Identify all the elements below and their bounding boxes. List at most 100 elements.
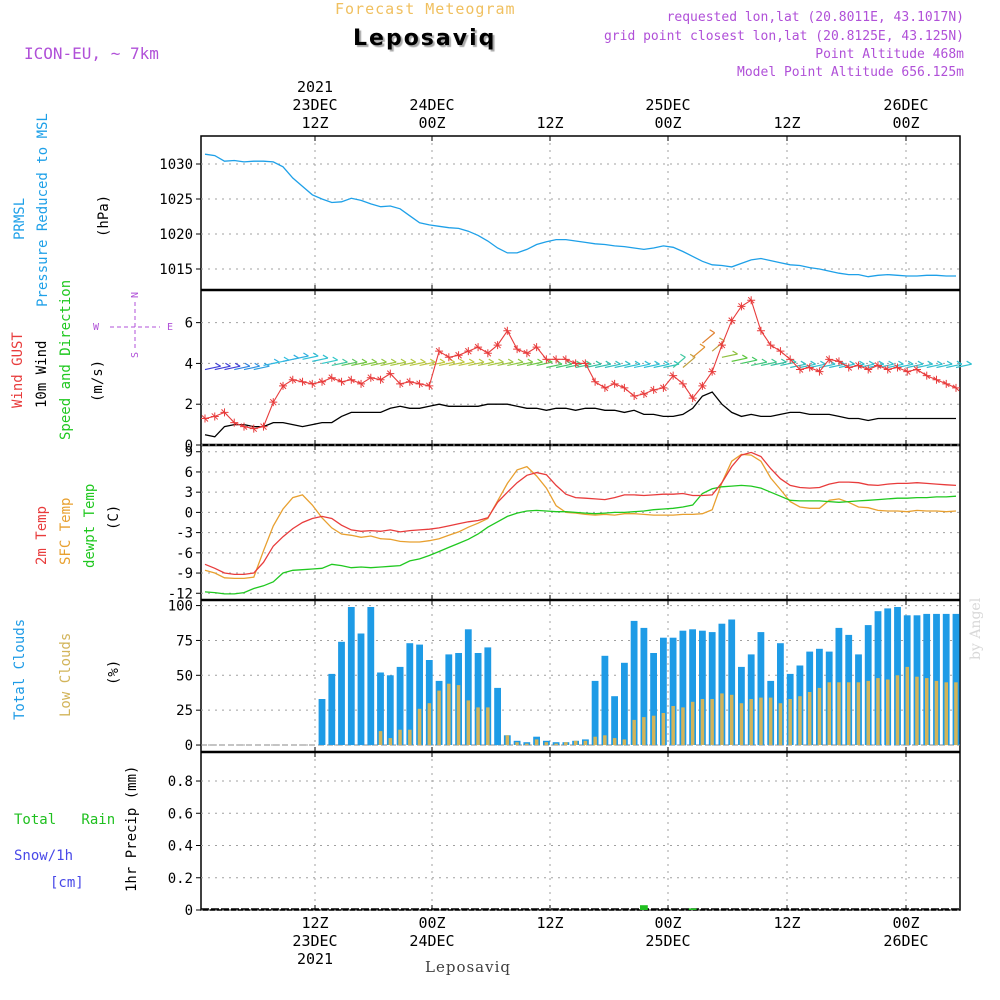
gust-marker xyxy=(474,343,483,352)
prmsl-desc-label: Pressure Reduced to MSL xyxy=(35,113,51,307)
bottom-time-label: 00Z xyxy=(892,914,919,932)
wind-arrow xyxy=(819,363,836,369)
gust-marker xyxy=(571,359,580,368)
total-cloud-bar xyxy=(757,632,765,746)
gust-marker xyxy=(912,365,921,374)
wind-arrow xyxy=(409,361,426,367)
total-clouds-label: Total Clouds xyxy=(12,619,28,720)
wind-arrow-head xyxy=(810,360,816,365)
wind-arrow-head xyxy=(888,360,894,365)
gust-marker xyxy=(795,365,804,374)
gust-marker xyxy=(903,367,912,376)
low-cloud-bar xyxy=(876,678,880,745)
temp-panel-labels: 2m Temp SFC Temp dewpt Temp (C) xyxy=(34,484,122,568)
total-cloud-bar xyxy=(777,643,784,745)
wind-arrow xyxy=(926,363,943,369)
wind-arrow xyxy=(790,363,806,369)
wind-arrow xyxy=(429,361,446,367)
gust-marker xyxy=(766,341,775,350)
total-cloud-bar xyxy=(328,673,336,745)
low-cloud-bar xyxy=(710,699,714,745)
wind-arrow xyxy=(477,361,494,367)
low-cloud-bar xyxy=(456,685,461,746)
wind-arrow xyxy=(536,361,553,367)
wind-arrow xyxy=(419,361,436,367)
rain-bar xyxy=(688,908,697,910)
wind-arrow-head xyxy=(680,353,686,358)
wind-arrow-head xyxy=(859,360,865,365)
pressure-series xyxy=(204,153,956,278)
wind-arrow-head xyxy=(800,360,807,365)
gust-marker xyxy=(396,379,405,388)
gust-marker xyxy=(922,371,931,380)
low-cloud-bar xyxy=(690,701,695,745)
low-cloud-bar xyxy=(934,680,939,745)
gust-marker xyxy=(717,341,726,350)
gust-marker xyxy=(435,347,444,356)
total-cloud-bar xyxy=(640,627,648,745)
gust-marker xyxy=(532,343,541,352)
wind-arrow xyxy=(243,365,260,371)
wind-arrow xyxy=(292,355,309,360)
dewpt-line xyxy=(204,484,957,595)
gust-marker xyxy=(220,408,229,417)
gust-marker xyxy=(834,357,843,366)
sfc-temp-line xyxy=(204,453,957,580)
wind-arrow-head xyxy=(634,360,641,365)
wind-arrow-head xyxy=(439,358,446,363)
total-cloud-bar xyxy=(494,687,501,746)
low-cloud-bar xyxy=(856,682,861,746)
gust-marker xyxy=(854,361,863,370)
wind-arrow xyxy=(916,363,933,369)
wind-arrow xyxy=(946,363,963,369)
low-cloud-bar xyxy=(583,740,588,745)
low-cloud-bar xyxy=(417,708,422,746)
cloud-unit-label: (%) xyxy=(106,660,122,685)
wind-arrow xyxy=(497,361,514,367)
wind-arrow xyxy=(487,361,504,367)
gust-marker xyxy=(318,377,327,386)
wind-panel-labels: Wind GUST 10m Wind Speed and Direction (… xyxy=(10,280,106,440)
gust-marker xyxy=(873,361,882,370)
wind-arrow-head xyxy=(254,362,260,367)
snow-unit-label: [cm] xyxy=(50,875,84,891)
gust-marker xyxy=(552,355,561,364)
wind-arrow-head xyxy=(966,360,972,365)
low-cloud-bar xyxy=(505,735,510,746)
wind-arrow-head xyxy=(273,358,280,363)
y-tick-label: 0 xyxy=(185,903,193,919)
low-cloud-bar xyxy=(408,729,412,745)
top-time-label: 12Z xyxy=(301,114,328,132)
wind-arrow xyxy=(760,361,777,367)
snow-label: Snow/1h xyxy=(14,848,73,864)
wind-arrow-head xyxy=(410,358,417,363)
low-cloud-bar xyxy=(642,717,646,745)
low-cloud-bar xyxy=(915,676,919,745)
wind-arrow xyxy=(692,346,706,358)
wind-arrow xyxy=(682,356,696,368)
y-tick-label: -3 xyxy=(176,526,193,542)
top-time-label: 12Z xyxy=(773,114,800,132)
gust-marker xyxy=(630,392,639,401)
low-cloud-bar xyxy=(798,696,802,745)
bottom-time-label: 12Z xyxy=(773,914,800,932)
y-tick-label: 9 xyxy=(185,445,193,461)
wind-arrow xyxy=(565,363,582,369)
total-cloud-bar xyxy=(689,629,696,745)
y-tick-label: 25 xyxy=(176,703,193,719)
wind-arrow xyxy=(614,363,631,369)
total-cloud-bar xyxy=(933,613,940,745)
gust-marker xyxy=(932,375,941,384)
meteogram-title: Forecast Meteogram xyxy=(335,0,516,18)
wind-arrow-head xyxy=(761,358,768,363)
gust-marker xyxy=(776,347,785,356)
wind-arrow xyxy=(448,361,465,367)
low-cloud-bar xyxy=(788,699,792,745)
requested-coords: requested lon,lat (20.8011E, 43.1017N) xyxy=(666,10,964,25)
y-tick-label: 3 xyxy=(185,485,193,501)
y-tick-label: 50 xyxy=(176,668,193,684)
wind-arrow xyxy=(809,363,826,369)
wind-arrow-head xyxy=(234,362,241,367)
top-time-label: 23DEC xyxy=(292,96,337,114)
